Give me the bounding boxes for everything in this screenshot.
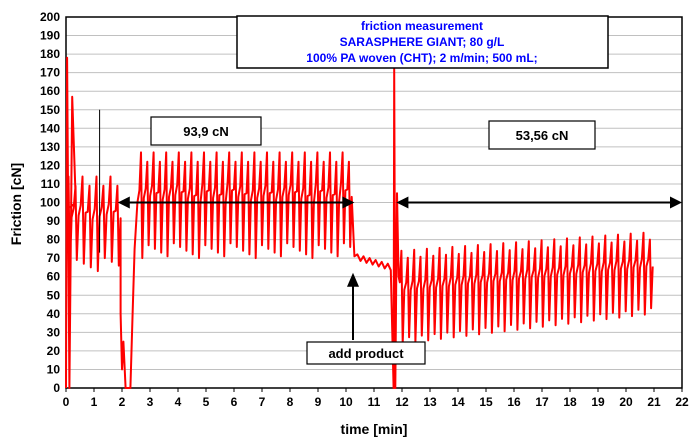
x-tick-label: 17 xyxy=(535,395,549,409)
y-tick-label: 190 xyxy=(40,29,60,43)
range-arrow-head-left xyxy=(117,196,130,209)
y-axis-title: Friction [cN] xyxy=(8,163,24,245)
y-tick-label: 100 xyxy=(40,196,60,210)
y-tick-label: 170 xyxy=(40,66,60,80)
x-tick-label: 2 xyxy=(119,395,126,409)
x-tick-label: 18 xyxy=(563,395,577,409)
annotation-box-left xyxy=(150,116,262,146)
annotation-left-label: 93,9 cN xyxy=(183,124,229,139)
y-tick-label: 40 xyxy=(47,307,61,321)
title-line-2: SARASPHERE GIANT; 80 g/L xyxy=(340,35,505,49)
y-tick-label: 60 xyxy=(47,270,61,284)
x-tick-label: 12 xyxy=(395,395,409,409)
friction-series-line xyxy=(65,56,654,389)
y-tick-label: 90 xyxy=(47,214,61,228)
x-tick-label: 0 xyxy=(63,395,70,409)
x-tick-label: 22 xyxy=(675,395,689,409)
y-tick-label: 110 xyxy=(41,177,61,191)
x-tick-label: 21 xyxy=(647,395,661,409)
annotation-right-label: 53,56 cN xyxy=(516,128,569,143)
x-tick-label: 19 xyxy=(591,395,605,409)
y-tick-label: 180 xyxy=(40,47,60,61)
x-axis-title: time [min] xyxy=(341,421,408,437)
y-tick-label: 20 xyxy=(47,344,61,358)
x-tick-label: 6 xyxy=(231,395,238,409)
range-arrow-head-right xyxy=(670,196,682,209)
y-tick-label: 140 xyxy=(40,121,60,135)
range-arrow-head-left xyxy=(396,196,409,209)
y-tick-label: 200 xyxy=(40,10,60,24)
range-arrow-head-right xyxy=(342,196,355,209)
range-arrows xyxy=(117,196,682,209)
y-tick-label: 150 xyxy=(40,103,60,117)
x-tick-label: 8 xyxy=(287,395,294,409)
y-tick-label: 0 xyxy=(53,381,60,395)
x-tick-label: 13 xyxy=(423,395,437,409)
y-tick-label: 160 xyxy=(40,84,60,98)
x-tick-label: 16 xyxy=(507,395,521,409)
x-tick-label: 7 xyxy=(259,395,266,409)
y-tick-label: 120 xyxy=(40,158,60,172)
x-tick-label: 15 xyxy=(479,395,493,409)
x-tick-labels: 0 1 2 3 4 5 6 7 8 9 10 11 12 13 14 15 16 17 18 19 20 21 22 xyxy=(63,388,689,409)
y-tick-label: 70 xyxy=(47,251,61,265)
x-tick-label: 3 xyxy=(147,395,154,409)
y-tick-labels: 0 10 20 30 40 50 60 70 80 90 100 110 120 130 140 150 160… xyxy=(40,10,60,395)
x-tick-label: 4 xyxy=(175,395,182,409)
title-box xyxy=(236,15,609,69)
add-product-arrow-head xyxy=(347,272,359,287)
add-product-label: add product xyxy=(328,346,404,361)
y-tick-label: 30 xyxy=(47,325,61,339)
annotation-box-right xyxy=(488,120,596,150)
add-product-box xyxy=(306,341,426,365)
x-tick-label: 11 xyxy=(368,395,381,409)
x-tick-label: 9 xyxy=(315,395,322,409)
title-line-1: friction measurement xyxy=(361,19,483,33)
y-tick-label: 10 xyxy=(47,362,61,376)
x-tick-label: 1 xyxy=(91,395,98,409)
y-tick-label: 130 xyxy=(40,140,60,154)
y-tick-label: 50 xyxy=(47,288,61,302)
x-tick-label: 14 xyxy=(451,395,465,409)
x-tick-label: 10 xyxy=(339,395,353,409)
title-line-3: 100% PA woven (CHT); 2 m/min; 500 mL; xyxy=(306,51,537,65)
y-tick-label: 80 xyxy=(47,233,61,247)
x-tick-label: 5 xyxy=(203,395,210,409)
x-tick-label: 20 xyxy=(619,395,633,409)
